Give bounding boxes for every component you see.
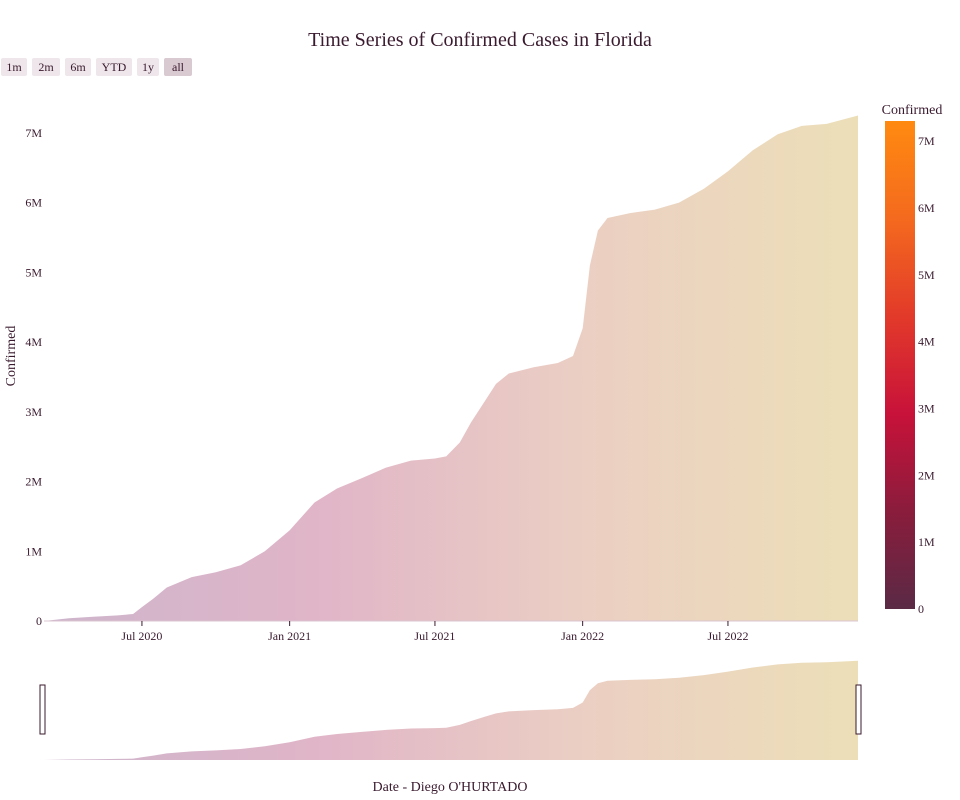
x-axis: Jul 2020 Jan 2021 Jul 2021 Jan 2022 Jul 2022 (121, 621, 748, 643)
y-tick-2m: 2M (25, 475, 42, 489)
x-tick-jan-2021: Jan 2021 (268, 629, 311, 643)
range-selector: 1m 2m 6m YTD 1y all (1, 58, 192, 76)
y-tick-1m: 1M (25, 544, 42, 558)
range-button-1y[interactable]: 1y (137, 58, 159, 76)
x-tick-jul-2021: Jul 2021 (414, 629, 455, 643)
colorbar-tick-2m: 2M (918, 468, 935, 482)
range-button-label: YTD (102, 60, 127, 74)
range-button-label: 6m (70, 60, 86, 74)
y-tick-0: 0 (36, 614, 42, 628)
colorbar-tick-0: 0 (918, 602, 924, 616)
range-button-label: 1m (6, 60, 22, 74)
colorbar-tick-4m: 4M (918, 335, 935, 349)
y-axis: 0 1M 2M 3M 4M 5M 6M 7M (25, 126, 42, 628)
x-tick-jul-2022: Jul 2022 (707, 629, 748, 643)
x-tick-jan-2022: Jan 2022 (561, 629, 604, 643)
y-tick-6m: 6M (25, 196, 42, 210)
colorbar-gradient (885, 121, 915, 609)
x-tick-jul-2020: Jul 2020 (121, 629, 162, 643)
range-slider[interactable] (39, 660, 862, 760)
range-button-2m[interactable]: 2m (32, 58, 60, 76)
colorbar-tick-5m: 5M (918, 268, 935, 282)
colorbar-tick-6m: 6M (918, 201, 935, 215)
y-tick-7m: 7M (25, 126, 42, 140)
range-button-1m[interactable]: 1m (1, 58, 27, 76)
range-slider-left-handle[interactable] (39, 684, 46, 735)
range-button-label: 1y (142, 60, 154, 74)
y-axis-title: Confirmed (4, 326, 19, 387)
y-tick-5m: 5M (25, 265, 42, 279)
range-button-label: 2m (38, 60, 54, 74)
range-button-label: all (172, 60, 185, 74)
x-axis-title: Date - Diego O'HURTADO (373, 780, 528, 795)
colorbar-tick-1m: 1M (918, 535, 935, 549)
range-button-6m[interactable]: 6m (65, 58, 91, 76)
range-slider-area (44, 660, 858, 760)
confirmed-area (44, 115, 858, 621)
colorbar-tick-7m: 7M (918, 134, 935, 148)
chart-title: Time Series of Confirmed Cases in Florid… (308, 29, 652, 51)
y-tick-3m: 3M (25, 405, 42, 419)
colorbar: Confirmed 0 1M 2M 3M 4M 5M 6M 7M (882, 103, 943, 616)
range-button-all[interactable]: all (164, 58, 192, 76)
range-button-ytd[interactable]: YTD (96, 58, 132, 76)
colorbar-title: Confirmed (882, 103, 943, 118)
colorbar-tick-3m: 3M (918, 401, 935, 415)
range-slider-right-handle[interactable] (855, 684, 862, 735)
y-tick-4m: 4M (25, 335, 42, 349)
